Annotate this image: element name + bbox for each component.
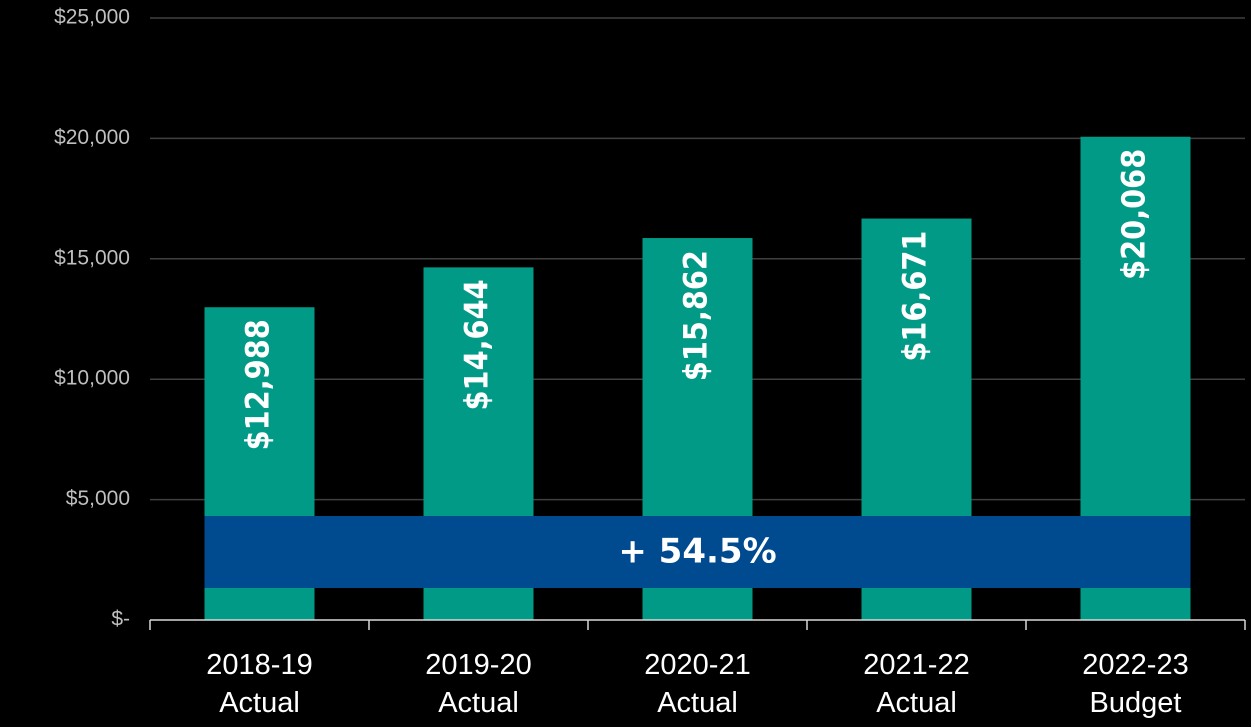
x-tick-label: 2020-21 Actual xyxy=(644,649,751,719)
annotation-band xyxy=(204,516,1191,588)
annotation: + 54.5% xyxy=(618,532,776,572)
y-tick-label: $25,000 xyxy=(54,6,130,29)
data-label: $15,862 xyxy=(677,250,715,381)
x-tick-label: 2019-20 Actual xyxy=(425,649,532,719)
data-label: $14,644 xyxy=(458,279,496,410)
data-label: $12,988 xyxy=(239,319,277,450)
x-tick-label: 2018-19 Actual xyxy=(206,649,313,719)
y-tick-label: $- xyxy=(111,608,130,631)
y-tick-label: $5,000 xyxy=(66,487,130,510)
data-label: $20,068 xyxy=(1115,149,1153,280)
x-tick-label: 2022-23 Budget xyxy=(1082,649,1189,719)
data-label: $16,671 xyxy=(896,231,934,362)
y-tick-label: $15,000 xyxy=(54,246,130,269)
y-tick-label: $20,000 xyxy=(54,126,130,149)
x-tick-label: 2021-22 Actual xyxy=(863,649,970,719)
y-tick-label: $10,000 xyxy=(54,367,130,390)
